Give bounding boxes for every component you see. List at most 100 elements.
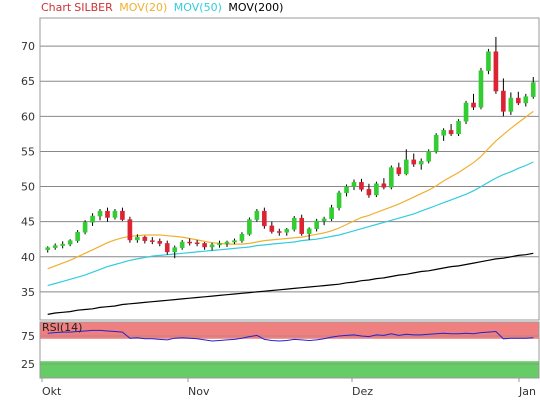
candle [299,214,305,236]
ma20-line [47,110,534,270]
candle [172,245,178,259]
chart-legend: Chart SILBER MOV(20) MOV(50) MOV(200) [41,1,286,14]
rsi-zones [40,322,539,378]
rsi-panel: 25 75 RSI(14) [21,321,540,379]
candle [508,92,514,115]
candle [82,220,88,235]
candle [45,246,51,253]
candle [247,217,252,236]
rsi-tick-label: 25 [21,358,35,371]
candle [411,153,417,167]
rsi-line [47,329,534,342]
candle [403,149,409,176]
candle [254,209,260,222]
candle [224,240,230,247]
x-tick-label: Dez [352,385,373,398]
candle [90,213,95,226]
candle [501,78,506,117]
candle [112,209,118,220]
candle [441,128,446,141]
y-tick-label: 40 [21,251,35,264]
x-tick-label: Okt [42,385,62,398]
candle [366,183,372,198]
y-tick-label: 65 [21,75,35,88]
rsi-tick-label: 75 [21,330,35,343]
main-y-axis: 35 40 45 50 55 60 65 70 [21,40,35,299]
candle [75,230,80,243]
candle [418,158,424,170]
main-grid [40,45,539,293]
candle [306,227,312,240]
candle [127,216,133,243]
candle [60,241,65,249]
candle [135,234,140,243]
legend-symbol: SILBER [74,1,113,14]
candle [329,204,334,221]
y-tick-label: 60 [21,110,35,123]
candle [523,93,529,107]
candle [426,149,431,164]
y-tick-label: 45 [21,216,35,229]
candle [142,235,148,244]
candle [120,207,125,221]
rsi-y-axis: 25 75 [21,330,539,371]
candle [321,216,327,226]
candle [381,178,387,190]
candle [67,239,73,247]
candle [150,237,155,245]
candle [269,221,275,234]
candle [187,238,192,246]
candle [217,240,222,248]
main-frame [39,17,540,321]
x-axis: Okt Nov Dez Jan [41,378,536,398]
candle [164,240,170,255]
x-tick-label: Nov [188,385,210,398]
legend-chart-label: Chart [41,1,72,14]
candle [374,181,379,198]
x-tick-label: Jan [518,385,536,398]
rsi-frame [39,321,540,379]
candle [351,179,357,191]
candle [52,243,58,250]
candle [456,119,461,136]
candle [194,239,200,247]
candle [209,242,215,251]
candle [157,238,163,247]
candle [97,209,103,221]
rsi-title: RSI(14) [42,321,82,334]
rsi-oversold-zone [40,361,539,378]
candle [202,242,207,250]
y-tick-label: 55 [21,145,35,158]
candlesticks [45,36,536,259]
candle [396,162,402,177]
candle [344,184,349,197]
legend-ma50: MOV(50) [173,1,222,14]
candle [478,67,484,110]
candle [314,218,319,232]
candle [493,36,499,94]
ma200-line [47,252,534,315]
candle [262,207,267,229]
y-tick-label: 35 [21,286,35,299]
y-tick-label: 70 [21,40,35,53]
candle [179,239,185,250]
candle [284,227,290,236]
candle [232,238,237,245]
main-panel: 35 40 45 50 55 60 65 70 [21,17,540,321]
candle [389,165,394,190]
candle [448,124,454,136]
candle [336,190,342,211]
candle [291,216,297,232]
candle [239,232,245,243]
rsi-line-group [47,329,534,342]
candle [486,48,491,75]
legend-ma20: MOV(20) [119,1,168,14]
candle [276,228,282,236]
legend-ma200: MOV(200) [228,1,284,14]
y-tick-label: 50 [21,181,35,194]
ma50-line [47,161,534,287]
candle [105,207,110,222]
candle [516,91,521,106]
candle [530,76,536,99]
